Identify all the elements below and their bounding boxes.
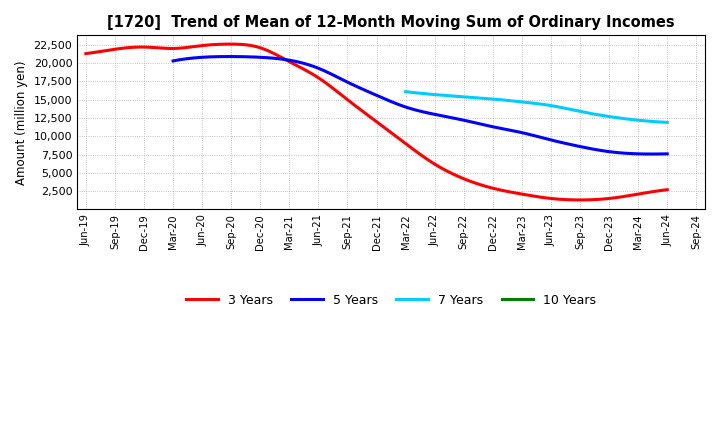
3 Years — [612, 195, 621, 200]
5 Years — [464, 119, 473, 124]
5 Years — [473, 121, 482, 126]
7 Years — [622, 116, 631, 121]
7 Years — [557, 105, 566, 110]
Line: 5 Years: 5 Years — [173, 57, 667, 154]
3 Years — [428, 160, 436, 165]
3 Years — [225, 41, 234, 47]
3 Years — [81, 51, 90, 56]
7 Years — [663, 120, 672, 125]
Line: 7 Years: 7 Years — [405, 92, 667, 122]
5 Years — [225, 54, 233, 59]
3 Years — [573, 197, 582, 202]
7 Years — [402, 89, 411, 95]
7 Years — [562, 106, 570, 111]
5 Years — [587, 146, 595, 151]
Line: 3 Years: 3 Years — [86, 44, 667, 200]
Y-axis label: Amount (million yen): Amount (million yen) — [15, 60, 28, 185]
5 Years — [168, 58, 177, 63]
3 Years — [663, 187, 672, 192]
3 Years — [439, 167, 448, 172]
5 Years — [171, 58, 179, 63]
7 Years — [639, 118, 647, 123]
7 Years — [401, 89, 410, 94]
Title: [1720]  Trend of Mean of 12-Month Moving Sum of Ordinary Incomes: [1720] Trend of Mean of 12-Month Moving … — [107, 15, 675, 30]
5 Years — [618, 150, 627, 156]
7 Years — [556, 105, 564, 110]
3 Years — [430, 161, 438, 166]
3 Years — [575, 197, 584, 202]
Legend: 3 Years, 5 Years, 7 Years, 10 Years: 3 Years, 5 Years, 7 Years, 10 Years — [181, 289, 600, 312]
3 Years — [84, 51, 92, 56]
5 Years — [663, 151, 672, 157]
5 Years — [463, 118, 472, 124]
5 Years — [648, 151, 657, 157]
